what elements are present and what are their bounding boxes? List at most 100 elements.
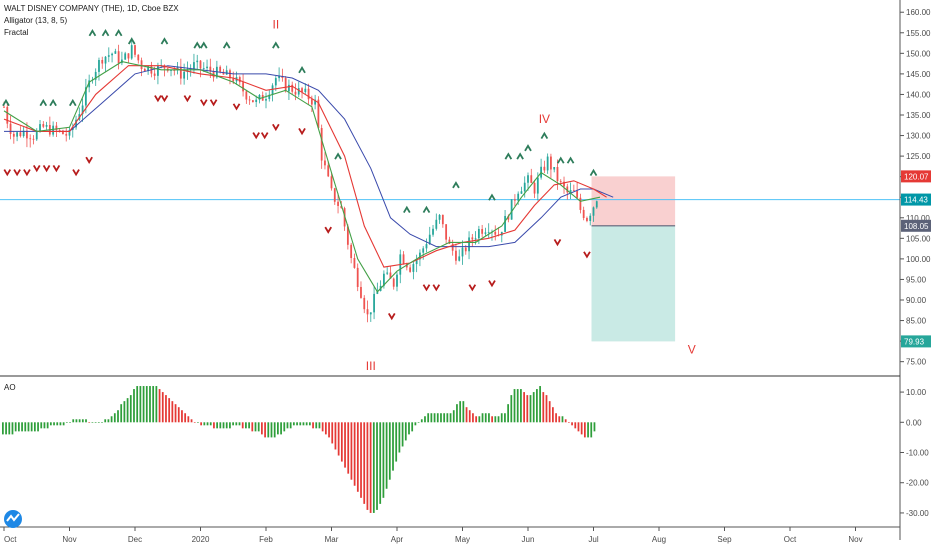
ao-bar [552,407,554,423]
fractal-down-marker [160,95,169,103]
stop-loss-zone[interactable] [591,176,676,226]
candle-body [137,54,140,61]
ao-plot[interactable] [2,386,596,513]
ao-bar [273,422,276,438]
candle-body [546,156,549,171]
alligator-lips-line[interactable] [3,61,601,293]
ao-bar [91,422,94,423]
ao-tick-label: 0.00 [906,418,922,427]
fractal-down-marker [298,127,306,136]
candle-body [238,77,241,83]
candle-body [130,45,133,59]
candle-body [441,214,444,225]
ao-bar [420,419,423,423]
ao-bar [200,422,203,426]
ao-bar [312,422,314,429]
ao-bar [484,413,487,423]
fractal-up-marker [403,205,411,214]
candle-body [196,60,199,63]
ao-bar [299,422,302,426]
tradingview-logo-icon[interactable] [4,510,22,528]
candle-body [88,80,91,88]
price-tag[interactable] [901,170,931,183]
candle-body [173,70,176,71]
candle-body [62,130,64,135]
price-tick-label: 145.00 [906,70,931,79]
fractal-up-marker [88,29,97,37]
price-tag[interactable] [901,193,931,206]
price-tick-label: 140.00 [906,90,931,99]
candle-body [65,134,68,136]
ao-bar [292,422,295,426]
candle-body [111,53,113,56]
price-tag[interactable] [901,335,931,348]
ao-bar [593,422,596,432]
take-profit-zone[interactable] [591,225,676,342]
time-tick-label: May [455,535,470,544]
ao-bar [555,413,557,423]
candle-body [32,138,35,140]
fractal-up-marker [69,98,77,107]
ao-bar [81,419,84,423]
fractal-up-marker [2,98,10,107]
fractal-down-marker [252,132,260,140]
candle-body [510,199,513,220]
wave-label: IV [539,112,550,126]
ao-bar [395,422,398,462]
ao-bar [37,422,39,432]
ao-bar [558,416,561,423]
candle-body [445,224,448,240]
candle-body [284,77,287,92]
time-tick-label: Sep [717,535,732,544]
candle-body [435,219,438,229]
ao-bar [452,410,455,423]
candle-body [183,71,186,79]
candle-body [16,132,18,137]
ao-bar [21,422,23,432]
fractal-down-marker [488,280,496,288]
fractal-up-marker [516,152,524,160]
price-tag[interactable] [901,219,931,232]
candle-body [104,56,107,64]
candle-body [487,232,490,233]
time-tick-label: Dec [128,535,142,544]
ao-bar [206,422,209,426]
ao-bar [33,422,36,432]
candle-body [274,78,277,86]
candle-body [340,205,343,209]
time-tick-label: Nov [62,535,76,544]
candle-body [281,75,284,78]
ao-tick-label: 10.00 [906,388,927,397]
fractal-up-marker [49,98,57,107]
candle-body [320,128,323,161]
candle-body [550,156,552,170]
fractal-up-marker [200,41,208,49]
ao-bar [587,422,589,438]
ao-bar [529,395,532,423]
alligator-jaw-line[interactable] [4,65,614,248]
price-tag-label: 108.05 [904,222,929,231]
price-plot[interactable]: II IV V III [0,18,900,373]
candle-body [569,190,572,193]
candle-body [556,167,559,182]
ao-bar [165,395,167,423]
candle-body [553,167,556,170]
fractal-down-marker [154,95,162,103]
candle-body [209,66,212,72]
candle-body [242,82,244,92]
ao-bar [113,413,116,423]
ao-bar [561,416,564,423]
candle-body [245,91,248,100]
candle-body [98,59,100,72]
ao-bar [324,422,327,435]
ao-bar [123,401,126,423]
alligator-teeth-line[interactable] [3,65,607,268]
candle-body [520,191,523,194]
candle-body [392,278,395,287]
candle-body [26,130,28,139]
candle-body [52,125,55,135]
fractal-up-marker [524,144,532,152]
fractal-down-marker [209,99,218,107]
candle-body [55,125,58,131]
